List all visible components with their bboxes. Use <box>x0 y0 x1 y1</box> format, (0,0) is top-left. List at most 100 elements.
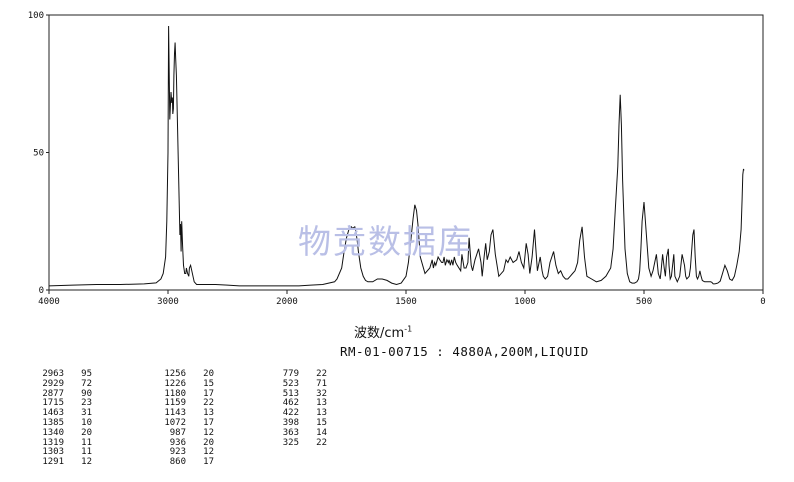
peak-wavenumber: 1256 <box>164 369 186 379</box>
peak-wavenumber: 523 <box>282 378 299 389</box>
peak-row: 422 13 <box>273 408 327 419</box>
peak-wavenumber: 860 <box>169 457 186 468</box>
x-axis-label: 波数/cm-1 <box>354 322 412 341</box>
peak-row: 398 15 <box>273 417 327 429</box>
peak-table-column: 1256 20 1226 15 1180 17 1159 22 1143 13 1072 17 987 1… <box>160 369 214 468</box>
spectrum-trace <box>48 25 745 287</box>
peak-intensity: 13 <box>316 408 327 419</box>
peak-wavenumber: 2963 <box>42 369 64 379</box>
peak-intensity: 15 <box>316 417 327 428</box>
peak-intensity: 12 <box>203 427 214 438</box>
peak-table-column: 779 22 523 71 513 32 462 13 422 13 398 15 363 14 325 22 <box>273 369 327 449</box>
peak-row: 1226 15 <box>160 378 214 390</box>
peak-intensity: 20 <box>203 369 214 379</box>
peak-intensity: 10 <box>81 417 92 428</box>
peak-intensity: 22 <box>316 437 327 448</box>
peak-row: 1463 31 <box>38 408 92 419</box>
peak-row: 779 22 <box>273 369 327 380</box>
peak-wavenumber: 936 <box>169 437 186 448</box>
peak-row: 1303 11 <box>38 448 92 458</box>
x-tick-label: 1500 <box>395 297 417 307</box>
peak-intensity: 20 <box>203 437 214 448</box>
peak-intensity: 11 <box>81 437 92 448</box>
peak-row: 1159 22 <box>160 399 214 409</box>
peak-row: 325 22 <box>273 437 327 449</box>
peak-intensity: 23 <box>81 398 92 409</box>
peak-intensity: 14 <box>316 427 327 438</box>
x-tick-label: 500 <box>636 297 652 307</box>
y-tick-label: 50 <box>33 149 44 159</box>
peak-intensity: 32 <box>316 388 327 399</box>
y-tick-label: 100 <box>28 11 44 21</box>
peak-wavenumber: 2877 <box>42 388 64 399</box>
peak-intensity: 17 <box>203 417 214 428</box>
peak-intensity: 13 <box>316 398 327 409</box>
x-tick-label: 0 <box>760 297 765 307</box>
peak-intensity: 71 <box>316 378 327 389</box>
peak-row: 1143 13 <box>160 408 214 419</box>
peak-row: 1256 20 <box>160 369 214 380</box>
peak-row: 1180 17 <box>160 388 214 400</box>
peak-table-column: 2963 95 2929 72 2877 90 1715 23 1463 31 1385 10 1340… <box>38 369 92 468</box>
peak-wavenumber: 987 <box>169 427 186 438</box>
peak-intensity: 17 <box>203 457 214 468</box>
peak-intensity: 11 <box>81 447 92 458</box>
peak-intensity: 90 <box>81 388 92 399</box>
peak-wavenumber: 1180 <box>164 388 186 399</box>
peak-wavenumber: 1072 <box>164 417 186 428</box>
peak-intensity: 13 <box>203 408 214 419</box>
peak-intensity: 72 <box>81 378 92 389</box>
x-tick-label: 4000 <box>38 297 60 307</box>
peak-row: 1291 12 <box>38 457 92 468</box>
peak-intensity: 20 <box>81 427 92 438</box>
peak-wavenumber: 1226 <box>164 378 186 389</box>
peak-wavenumber: 1319 <box>42 437 64 448</box>
x-tick-label: 1000 <box>514 297 536 307</box>
peak-wavenumber: 1159 <box>164 398 186 409</box>
peak-intensity: 12 <box>203 447 214 458</box>
peak-intensity: 15 <box>203 378 214 389</box>
peak-wavenumber: 1715 <box>42 398 64 409</box>
x-tick-label: 2000 <box>276 297 298 307</box>
sample-label: RM-01-00715 : 4880A,200M,LIQUID <box>340 344 589 359</box>
peak-wavenumber: 1291 <box>42 457 64 468</box>
peak-intensity: 22 <box>203 398 214 409</box>
x-axis-label-exponent: -1 <box>404 324 413 334</box>
peak-wavenumber: 1385 <box>42 417 64 428</box>
peak-row: 2877 90 <box>38 388 92 400</box>
peak-row: 860 17 <box>160 457 214 468</box>
peak-row: 936 20 <box>160 437 214 449</box>
peak-row: 1072 17 <box>160 417 214 429</box>
peak-wavenumber: 398 <box>282 417 299 428</box>
peak-row: 1715 23 <box>38 399 92 409</box>
peak-intensity: 31 <box>81 408 92 419</box>
peak-wavenumber: 923 <box>169 447 186 458</box>
peak-wavenumber: 513 <box>282 388 299 399</box>
peak-row: 363 14 <box>273 427 327 439</box>
peak-wavenumber: 1303 <box>42 447 64 458</box>
peak-wavenumber: 1340 <box>42 427 64 438</box>
peak-row: 462 13 <box>273 399 327 409</box>
peak-intensity: 17 <box>203 388 214 399</box>
peak-row: 2929 72 <box>38 378 92 390</box>
peak-wavenumber: 2929 <box>42 378 64 389</box>
peak-row: 523 71 <box>273 378 327 390</box>
peak-wavenumber: 422 <box>282 408 299 419</box>
peak-wavenumber: 779 <box>282 369 299 379</box>
peak-wavenumber: 1143 <box>164 408 186 419</box>
peak-row: 987 12 <box>160 427 214 439</box>
peak-wavenumber: 363 <box>282 427 299 438</box>
peak-wavenumber: 462 <box>282 398 299 409</box>
watermark: 物竞数据库 <box>298 222 473 261</box>
peak-row: 2963 95 <box>38 369 92 380</box>
y-tick-label: 0 <box>39 286 44 296</box>
peak-row: 513 32 <box>273 388 327 400</box>
peak-intensity: 22 <box>316 369 327 379</box>
peak-wavenumber: 1463 <box>42 408 64 419</box>
peak-wavenumber: 325 <box>282 437 299 448</box>
peak-row: 1319 11 <box>38 437 92 449</box>
peak-row: 1340 20 <box>38 427 92 439</box>
peak-intensity: 95 <box>81 369 92 379</box>
